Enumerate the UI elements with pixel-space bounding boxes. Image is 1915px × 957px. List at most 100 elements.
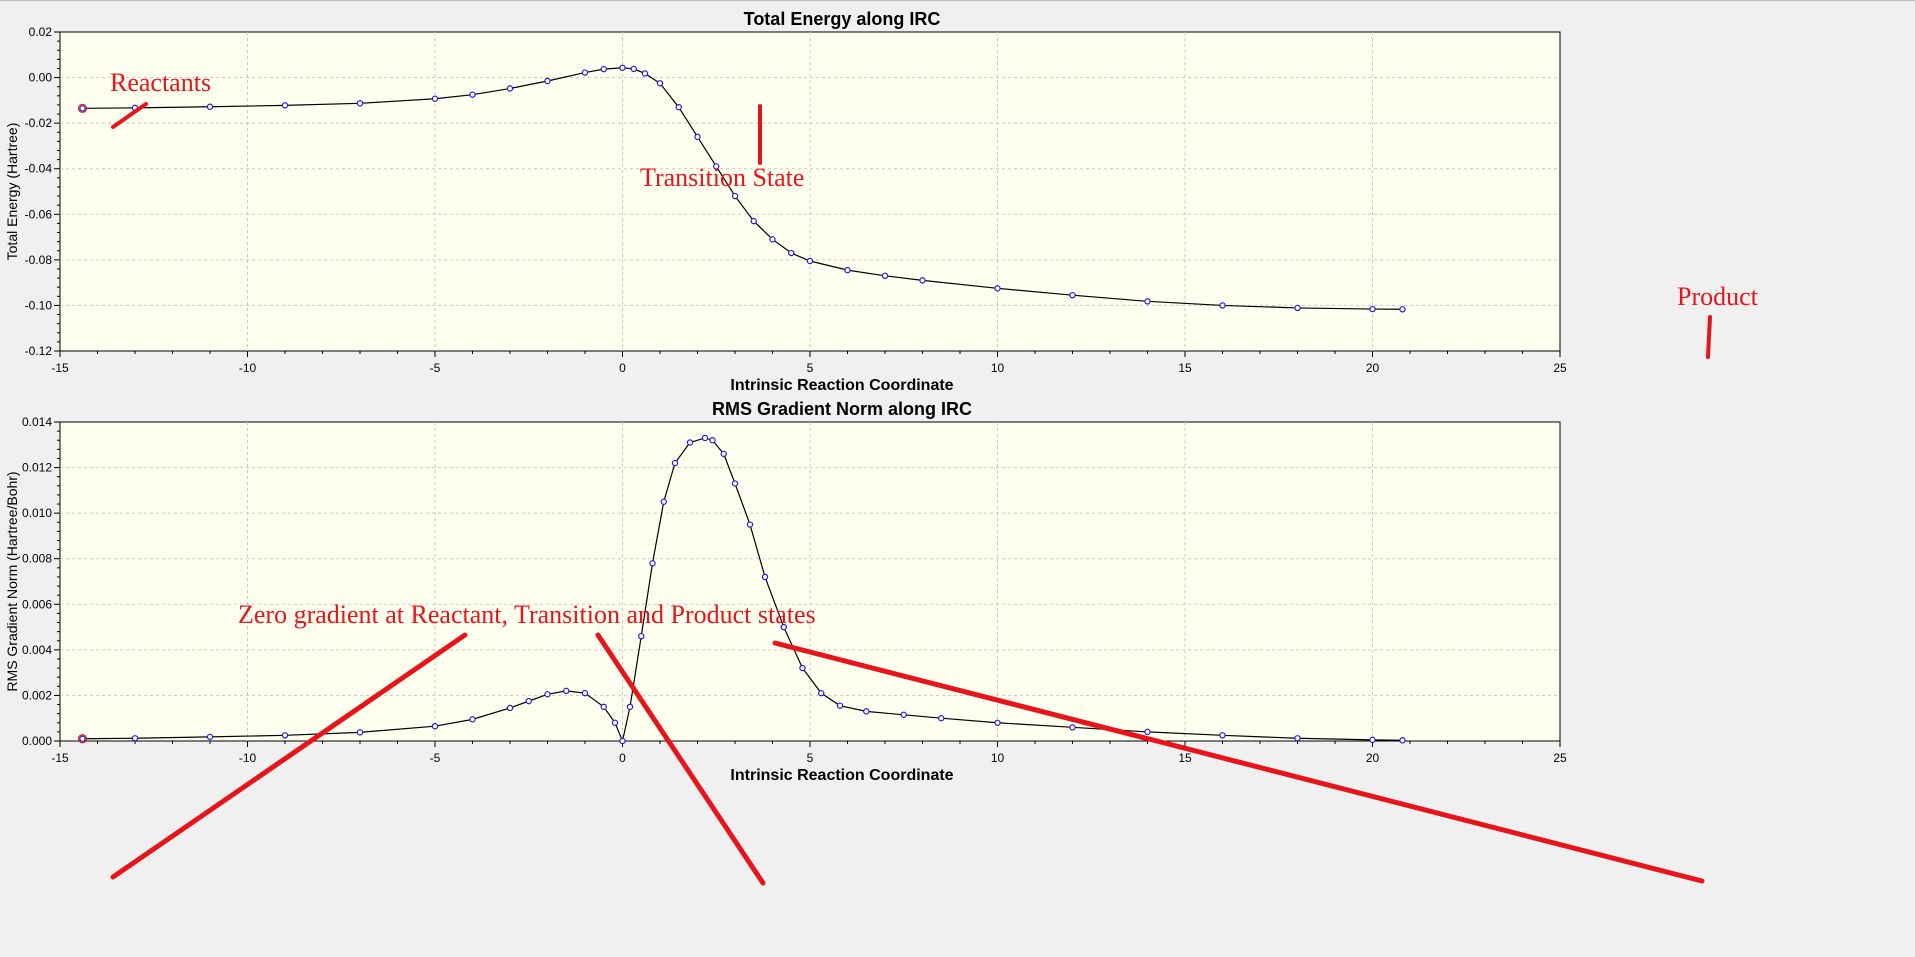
x-tick-label: 0 (619, 751, 626, 765)
annotation-arrow-product-gradient (772, 640, 1705, 884)
y-tick-label: -0.04 (25, 162, 53, 176)
data-point (79, 735, 86, 742)
data-point (881, 272, 889, 280)
data-point (619, 64, 626, 71)
x-tick-label: 15 (1178, 361, 1192, 375)
data-point (731, 480, 739, 487)
data-point (626, 703, 634, 711)
data-point (1219, 732, 1226, 739)
y-tick-label: 0.002 (22, 688, 52, 702)
y-tick-label: 0.02 (29, 25, 53, 39)
data-point (469, 91, 476, 98)
data-point (863, 708, 870, 715)
data-point (675, 103, 682, 111)
annotation-arrow-transition-gradient (595, 632, 766, 886)
data-point (356, 100, 364, 107)
start-point-marker (77, 103, 88, 113)
y-tick-label: -0.08 (25, 253, 53, 267)
y-tick-label: 0.010 (22, 506, 52, 520)
x-tick-label: 15 (1178, 751, 1192, 765)
data-point (600, 65, 607, 73)
data-point (761, 573, 769, 581)
data-point (281, 102, 289, 109)
y-tick-label: -0.02 (25, 116, 53, 130)
data-point (731, 192, 739, 200)
data-point (788, 249, 795, 257)
data-point (780, 623, 787, 631)
start-point-marker (77, 734, 88, 744)
y-tick-label: 0.014 (22, 415, 52, 429)
data-point (919, 277, 926, 284)
data-point (525, 697, 532, 705)
data-point (649, 560, 656, 567)
data-point (900, 711, 907, 718)
data-point (994, 285, 1001, 292)
data-point (469, 716, 476, 723)
x-axis-label: Intrinsic Reaction Coordinate (730, 377, 953, 394)
y-tick-label: 0.004 (22, 643, 52, 657)
data-point (544, 77, 551, 85)
annotation-arrow-product (1706, 315, 1712, 359)
y-tick-label: -0.12 (25, 344, 53, 358)
annotation-arrow-reactant-gradient (110, 632, 468, 880)
data-point (994, 719, 1001, 726)
data-point (431, 95, 439, 102)
data-point (799, 664, 806, 672)
y-axis-label: RMS Gradient Norm (Hartree/Bohr) (4, 471, 20, 691)
data-point (79, 105, 86, 112)
data-point (638, 632, 645, 640)
data-point (1069, 724, 1076, 731)
x-tick-label: -15 (51, 751, 69, 765)
data-point (581, 69, 589, 76)
x-tick-label: 20 (1366, 751, 1380, 765)
annotation-zero-gradient: Zero gradient at Reactant, Transition an… (238, 600, 816, 629)
data-point (630, 65, 637, 73)
x-tick-label: -5 (430, 361, 441, 375)
y-tick-label: 0.008 (22, 552, 52, 566)
data-point (656, 80, 664, 87)
data-point (1219, 302, 1226, 309)
data-point (206, 733, 214, 741)
data-point (694, 133, 701, 141)
y-tick-label: 0.00 (29, 71, 53, 85)
data-point (1144, 728, 1151, 736)
x-axis-label: Intrinsic Reaction Coordinate (730, 767, 953, 784)
x-tick-label: 0 (619, 361, 626, 375)
data-point (641, 70, 649, 77)
y-tick-label: -0.06 (25, 207, 53, 221)
data-point (1294, 735, 1301, 742)
data-point (806, 257, 814, 265)
chart-title: RMS Gradient Norm along IRC (712, 399, 972, 419)
data-point (563, 687, 570, 695)
y-tick-label: 0.006 (22, 597, 52, 611)
data-point (506, 704, 514, 712)
data-point (544, 691, 551, 698)
data-point (1369, 305, 1376, 313)
data-point (206, 103, 214, 110)
annotation-product: Product (1677, 282, 1759, 311)
data-point (709, 437, 716, 444)
data-point (1294, 304, 1301, 312)
gradient-chart-panel: -15 -10 -5 0 5 10 15 20 25 0.000 0.002 0.004 0.006 0.… (4, 399, 1705, 886)
data-point (720, 450, 727, 458)
data-point (600, 703, 607, 711)
data-point (431, 722, 439, 730)
x-tick-label: 5 (807, 361, 814, 375)
data-point (746, 521, 754, 528)
data-point (660, 498, 667, 505)
data-point (281, 732, 289, 739)
x-tick-label: 5 (807, 751, 814, 765)
chart-title: Total Energy along IRC (744, 9, 941, 29)
data-point (1069, 291, 1076, 299)
data-point (701, 434, 709, 442)
data-point (131, 735, 139, 742)
x-tick-label: -10 (239, 751, 257, 765)
data-point (769, 236, 776, 243)
data-point (1399, 306, 1406, 313)
x-tick-label: -5 (430, 751, 441, 765)
data-point (356, 729, 364, 736)
data-point (581, 689, 589, 697)
x-tick-label: -15 (51, 361, 69, 375)
data-point (1399, 737, 1406, 744)
